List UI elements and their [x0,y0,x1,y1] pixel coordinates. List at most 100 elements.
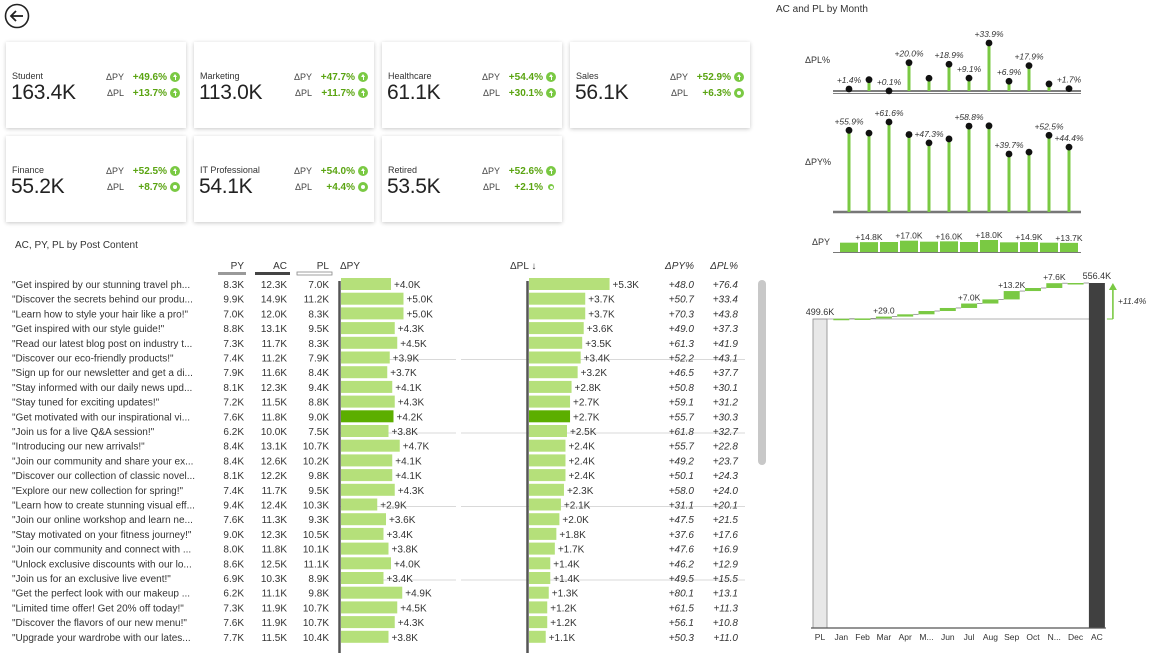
kpi-card-finance[interactable]: Finance 55.2K ΔPY +52.5% ΔPL +8.7% [6,136,186,222]
waterfall-delta-bar[interactable] [1046,283,1063,289]
dpl-bar[interactable] [529,336,583,349]
table-row[interactable]: "Join our online workshop and learn ne..… [12,513,738,526]
dpl-bar[interactable] [529,410,571,423]
table-row[interactable]: "Discover the secrets behind our produ..… [12,292,738,306]
dpl-bar[interactable] [529,322,584,335]
dpy-bar[interactable] [341,351,390,364]
kpi-card-healthcare[interactable]: Healthcare 61.1K ΔPY +54.4% ΔPL +30.1% [382,42,562,128]
dpy-pct-point[interactable] [1025,148,1033,156]
kpi-card-marketing[interactable]: Marketing 113.0K ΔPY +47.7% ΔPL +11.7% [194,42,374,128]
kpi-card-sales[interactable]: Sales 56.1K ΔPY +52.9% ΔPL +6.3% [570,42,750,128]
dpl-bar[interactable] [529,454,566,467]
table-row[interactable]: "Discover the flavors of our new menu!" 7… [12,616,738,629]
table-row[interactable]: "Join us for a live Q&A session!" 6.2K 10.… [12,425,738,438]
header-py[interactable]: PY [231,261,245,272]
dpy-pct-point[interactable] [945,135,953,143]
dpl-bar[interactable] [529,292,586,305]
dpl-bar[interactable] [529,380,572,393]
dpy-bar[interactable] [341,469,393,482]
dpl-bar[interactable] [529,307,586,320]
dpy-bar[interactable] [880,242,898,252]
waterfall-delta-bar[interactable] [897,314,914,317]
dpl-bar[interactable] [529,469,566,482]
waterfall-delta-bar[interactable] [854,318,871,320]
dpy-bar[interactable] [341,366,388,379]
dpy-bar[interactable] [341,601,398,614]
dpy-pct-point[interactable] [985,122,993,130]
table-row[interactable]: "Sign up for our newsletter and get a di… [12,366,738,379]
dpl-bar[interactable] [529,616,548,629]
pl-total-bar[interactable] [812,318,828,629]
dpy-pct-point[interactable] [1005,150,1013,158]
header-dpl-pct[interactable]: ΔPL% [709,261,738,272]
table-row[interactable]: "Discover our eco-friendly products!" 7.4… [12,351,738,365]
dpl-bar[interactable] [529,527,557,540]
dpl-bar[interactable] [529,557,551,570]
waterfall-delta-bar[interactable] [918,311,935,315]
dpl-pct-point[interactable] [905,59,913,67]
table-row[interactable]: "Get inspired by our stunning travel ph.… [12,278,738,291]
waterfall-delta-bar[interactable] [875,316,892,319]
dpy-bar[interactable] [341,557,391,570]
dpl-bar[interactable] [529,395,571,408]
dpy-bar[interactable] [341,278,391,290]
dpy-bar[interactable] [1020,242,1038,252]
dpl-bar[interactable] [529,542,555,555]
dpy-bar[interactable] [341,410,394,423]
dpy-bar[interactable] [341,292,404,305]
dpl-pct-point[interactable] [925,74,933,82]
header-dpy-pct[interactable]: ΔPY% [664,261,694,272]
dpy-pct-point[interactable] [925,139,933,147]
dpl-bar[interactable] [529,601,548,614]
table-row[interactable]: "Explore our new collection for spring!"… [12,483,738,497]
dpy-bar[interactable] [341,336,398,349]
dpy-bar[interactable] [940,241,958,252]
dpl-bar[interactable] [529,498,561,511]
dpy-pct-point[interactable] [1065,143,1073,151]
dpl-bar[interactable] [529,586,549,599]
table-row[interactable]: "Introducing our new arrivals!" 8.4K 13.1K… [12,439,738,453]
table-row[interactable]: "Upgrade your wardrobe with our lates...… [12,630,738,644]
dpl-pct-point[interactable] [865,76,873,84]
ac-total-bar[interactable] [1088,283,1105,628]
dpy-pct-point[interactable] [965,122,973,130]
dpl-bar[interactable] [529,351,581,364]
dpy-bar[interactable] [341,483,395,496]
dpy-bar[interactable] [920,241,938,252]
dpy-pct-point[interactable] [845,126,853,134]
dpl-bar[interactable] [529,366,578,379]
table-row[interactable]: "Stay informed with our daily news upd..… [12,380,738,394]
dpy-bar[interactable] [960,242,978,252]
dpy-bar[interactable] [840,242,858,252]
dpy-bar[interactable] [341,439,400,452]
dpl-pct-point[interactable] [845,85,853,93]
dpl-bar[interactable] [529,439,566,452]
header-pl[interactable]: PL [317,261,330,272]
dpy-bar[interactable] [341,586,403,599]
dpl-pct-point[interactable] [1045,80,1053,88]
table-row[interactable]: "Stay motivated on your fitness journey!… [12,527,738,541]
dpl-pct-point[interactable] [945,60,953,68]
dpl-pct-point[interactable] [1005,77,1013,85]
dpy-pct-point[interactable] [865,129,873,137]
dpy-bar[interactable] [341,425,389,437]
dpl-bar[interactable] [529,278,610,290]
waterfall-delta-bar[interactable] [939,307,956,312]
dpl-pct-point[interactable] [1025,62,1033,70]
dpl-pct-point[interactable] [985,39,993,47]
table-scrollbar[interactable] [758,280,766,465]
dpl-bar[interactable] [529,425,567,437]
table-row[interactable]: "Get the perfect look with our makeup ..… [12,586,738,600]
dpy-pct-point[interactable] [885,118,893,126]
dpy-bar[interactable] [341,307,404,320]
dpl-bar[interactable] [529,572,551,584]
table-row[interactable]: "Join our community and connect with ...… [12,542,738,556]
back-button[interactable] [4,3,30,29]
table-row[interactable]: "Join us for an exclusive live event!" 6.… [12,572,738,585]
table-row[interactable]: "Discover our collection of classic nove… [12,469,738,482]
dpy-bar[interactable] [341,630,389,643]
waterfall-delta-bar[interactable] [833,318,850,321]
table-row[interactable]: "Join our community and share your ex...… [12,454,738,467]
waterfall-delta-bar[interactable] [1003,291,1020,300]
header-ac[interactable]: AC [273,261,287,272]
